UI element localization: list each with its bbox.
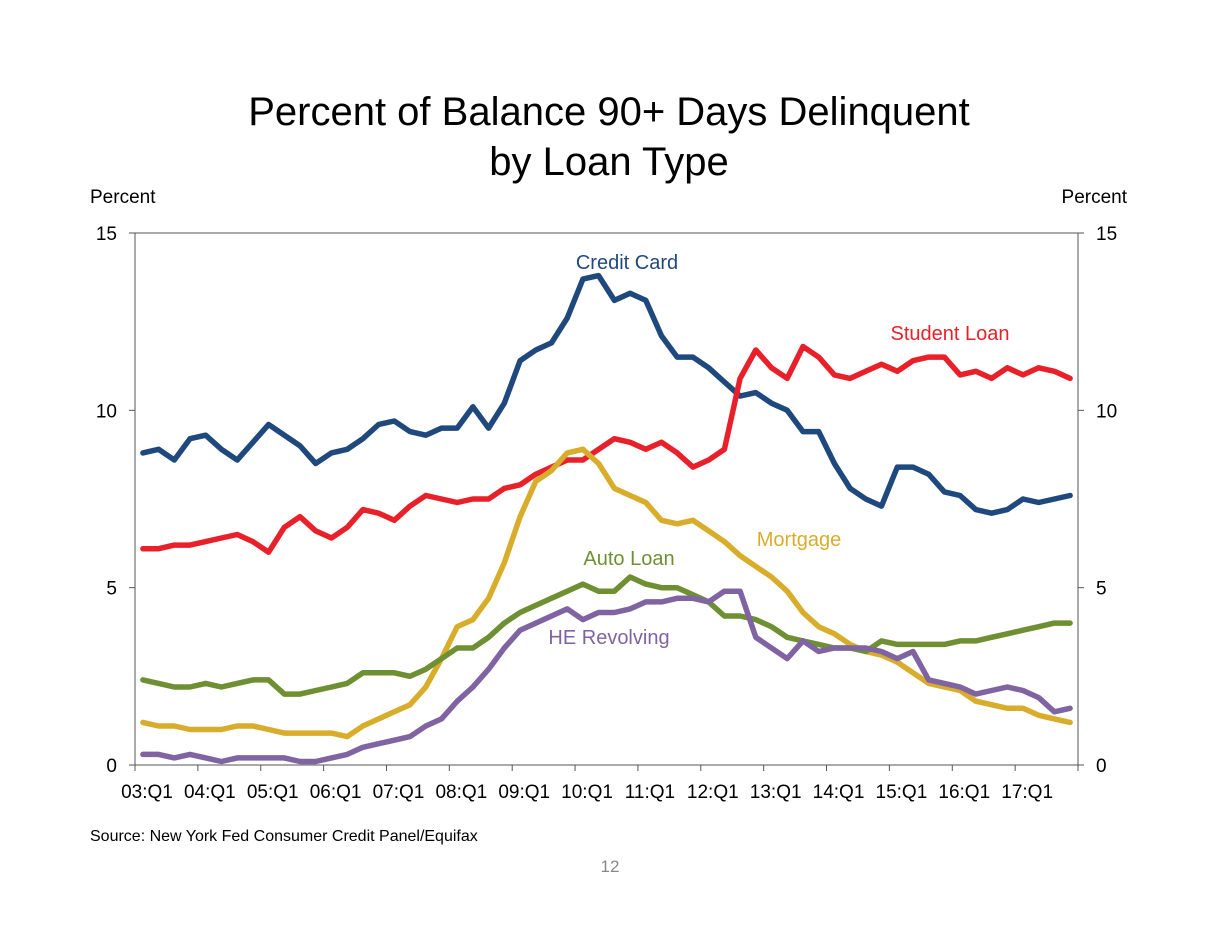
x-tick-label: 15:Q1 bbox=[876, 782, 928, 803]
student-loan-line bbox=[140, 343, 1073, 555]
source-note: Source: New York Fed Consumer Credit Pan… bbox=[90, 828, 478, 845]
x-tick-label: 04:Q1 bbox=[184, 782, 236, 803]
left-axis-unit-label: Percent bbox=[90, 187, 156, 208]
right-axis-unit-label: Percent bbox=[1062, 187, 1128, 208]
student-loan-label: Student Loan bbox=[891, 323, 1010, 345]
left-y-axis: 0 5 10 15 bbox=[96, 224, 135, 777]
chart-title-line-1: Percent of Balance 90+ Days Delinquent bbox=[248, 90, 970, 134]
x-tick-label: 12:Q1 bbox=[687, 782, 739, 803]
auto-loan-label: Auto Loan bbox=[583, 548, 674, 570]
x-tick-label: 14:Q1 bbox=[813, 782, 865, 803]
x-tick-label: 05:Q1 bbox=[247, 782, 299, 803]
x-tick-label: 09:Q1 bbox=[498, 782, 550, 803]
x-tick-label: 17:Q1 bbox=[1001, 782, 1053, 803]
he-revolving-line bbox=[140, 588, 1073, 765]
mortgage-label: Mortgage bbox=[757, 529, 842, 551]
x-tick-label: 08:Q1 bbox=[435, 782, 487, 803]
y-tick-label-right: 15 bbox=[1096, 224, 1117, 245]
y-tick-label-left: 15 bbox=[96, 224, 117, 245]
y-tick-label-right: 0 bbox=[1096, 756, 1107, 777]
credit-card-line bbox=[140, 272, 1073, 516]
x-tick-label: 06:Q1 bbox=[310, 782, 362, 803]
x-tick-label: 11:Q1 bbox=[625, 782, 675, 803]
x-tick-label: 13:Q1 bbox=[750, 782, 802, 803]
y-tick-label-left: 10 bbox=[96, 401, 117, 422]
auto-loan-line bbox=[140, 574, 1073, 697]
right-y-axis: 0 5 10 15 bbox=[1078, 224, 1117, 777]
y-tick-label-left: 0 bbox=[106, 756, 117, 777]
mortgage-line bbox=[140, 446, 1073, 740]
x-tick-label: 16:Q1 bbox=[938, 782, 990, 803]
x-tick-label: 10:Q1 bbox=[561, 782, 613, 803]
credit-card-label: Credit Card bbox=[576, 252, 678, 274]
series-lines bbox=[140, 272, 1073, 765]
y-tick-label-right: 10 bbox=[1096, 401, 1117, 422]
x-axis: 03:Q1 04:Q1 05:Q1 06:Q1 07:Q1 08:Q1 09:Q1 10:Q1… bbox=[121, 765, 1079, 803]
he-revolving-label: HE Revolving bbox=[548, 627, 669, 649]
x-tick-label: 07:Q1 bbox=[373, 782, 425, 803]
series-labels: Credit Card Student Loan Mortgage Auto L… bbox=[548, 252, 1009, 649]
page-number: 12 bbox=[601, 857, 620, 876]
plot-area-frame bbox=[134, 232, 1079, 766]
x-tick-label: 03:Q1 bbox=[121, 782, 173, 803]
chart-title-line-2: by Loan Type bbox=[489, 140, 728, 184]
y-tick-label-left: 5 bbox=[106, 579, 117, 600]
y-tick-label-right: 5 bbox=[1096, 579, 1107, 600]
